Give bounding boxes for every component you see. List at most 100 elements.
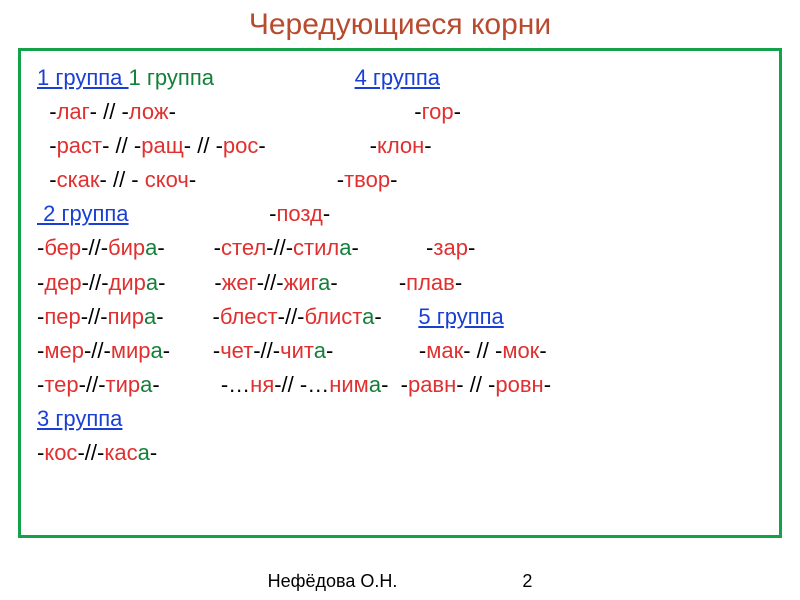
footer-author: Нефёдова О.Н. bbox=[268, 571, 398, 591]
text-segment: - // - bbox=[184, 133, 223, 158]
content-row: -раст- // -ращ- // -рос- -клон- bbox=[37, 129, 763, 163]
text-segment: - - bbox=[163, 338, 220, 363]
text-segment: - bbox=[468, 235, 475, 260]
group-link[interactable]: 2 группа bbox=[37, 201, 129, 226]
text-segment: - // - bbox=[463, 338, 502, 363]
content-row: 1 группа 1 группа 4 группа bbox=[37, 61, 763, 95]
text-segment: а bbox=[145, 235, 157, 260]
text-segment: - bbox=[424, 133, 431, 158]
group-link[interactable]: 1 группа bbox=[37, 65, 129, 90]
text-segment: - // - bbox=[102, 133, 141, 158]
text-segment: - - bbox=[330, 270, 406, 295]
text-segment: пир bbox=[108, 304, 144, 329]
text-segment: чит bbox=[280, 338, 314, 363]
text-segment: - -… bbox=[152, 372, 250, 397]
text-segment: плав bbox=[406, 270, 455, 295]
text-segment: бир bbox=[108, 235, 145, 260]
text-segment: - // - bbox=[456, 372, 495, 397]
text-segment: мок bbox=[502, 338, 539, 363]
content-row: 2 группа -позд- bbox=[37, 197, 763, 231]
text-segment: клон bbox=[377, 133, 424, 158]
text-segment: -//- bbox=[77, 440, 104, 465]
text-segment: мир bbox=[111, 338, 151, 363]
text-segment: блист bbox=[305, 304, 363, 329]
content-row: -скак- // - скоч- -твор- bbox=[37, 163, 763, 197]
text-segment: дер bbox=[44, 270, 81, 295]
text-segment: -//- bbox=[84, 338, 111, 363]
footer-page-number: 2 bbox=[522, 571, 532, 592]
text-segment: -//- bbox=[81, 235, 108, 260]
text-segment: а bbox=[362, 304, 374, 329]
footer: Нефёдова О.Н. 2 bbox=[0, 571, 800, 592]
text-segment: - bbox=[539, 338, 546, 363]
text-segment: скак bbox=[57, 167, 100, 192]
page-title: Чередующиеся корни bbox=[18, 8, 782, 42]
text-segment: -//- bbox=[278, 304, 305, 329]
text-segment: стел bbox=[221, 235, 266, 260]
text-segment: а bbox=[146, 270, 158, 295]
text-segment: -// -… bbox=[274, 372, 329, 397]
text-segment: дир bbox=[109, 270, 146, 295]
text-segment: а bbox=[140, 372, 152, 397]
text-segment: тер bbox=[44, 372, 78, 397]
text-segment: -//- bbox=[266, 235, 293, 260]
text-segment: блест bbox=[220, 304, 278, 329]
text-segment: а bbox=[150, 338, 162, 363]
text-segment: раст bbox=[57, 133, 103, 158]
text-segment: лож bbox=[129, 99, 169, 124]
text-segment: скоч bbox=[145, 167, 189, 192]
content-row: -пер-//-пира- -блест-//-блиста- 5 группа bbox=[37, 300, 763, 334]
text-segment: - // - bbox=[90, 99, 129, 124]
text-segment: -//- bbox=[81, 304, 108, 329]
group-link[interactable]: 4 группа bbox=[355, 65, 440, 90]
content-row: 3 группа bbox=[37, 402, 763, 436]
text-segment: - - bbox=[157, 235, 221, 260]
text-segment: а bbox=[369, 372, 381, 397]
text-segment: чет bbox=[220, 338, 253, 363]
text-segment: стил bbox=[293, 235, 339, 260]
text-segment: - - bbox=[326, 338, 426, 363]
text-segment: ня bbox=[250, 372, 274, 397]
text-segment: - bbox=[390, 167, 397, 192]
text-segment: мер bbox=[44, 338, 84, 363]
text-segment: ращ bbox=[141, 133, 184, 158]
text-segment: - bbox=[37, 133, 57, 158]
text-segment: - - bbox=[169, 99, 422, 124]
text-segment: - - bbox=[156, 304, 220, 329]
text-segment: позд bbox=[276, 201, 322, 226]
text-segment: - - bbox=[381, 372, 408, 397]
text-segment: -//- bbox=[82, 270, 109, 295]
text-segment: - - bbox=[352, 235, 434, 260]
text-segment: равн bbox=[408, 372, 456, 397]
text-segment: - bbox=[454, 99, 461, 124]
content-row: -кос-//-каса- bbox=[37, 436, 763, 470]
text-segment: ровн bbox=[495, 372, 543, 397]
text-segment: рос bbox=[223, 133, 258, 158]
content-row: -дер-//-дира- -жег-//-жига- -плав- bbox=[37, 266, 763, 300]
text-segment: зар bbox=[433, 235, 468, 260]
content-row: -бер-//-бира- -стел-//-стила- -зар- bbox=[37, 231, 763, 265]
text-segment: -//- bbox=[79, 372, 106, 397]
group-link[interactable]: 3 группа bbox=[37, 406, 122, 431]
text-segment: лаг bbox=[57, 99, 90, 124]
content-box: 1 группа 1 группа 4 группа -лаг- // -лож… bbox=[18, 48, 782, 538]
text-segment: тир bbox=[106, 372, 141, 397]
content-row: -лаг- // -лож- -гор- bbox=[37, 95, 763, 129]
text-segment: - bbox=[37, 167, 57, 192]
text-segment: -//- bbox=[257, 270, 284, 295]
content-row: -тер-//-тира- -…ня-// -…нима- -равн- // … bbox=[37, 368, 763, 402]
text-segment: а bbox=[314, 338, 326, 363]
text-segment: - - bbox=[258, 133, 377, 158]
group-link[interactable]: 5 группа bbox=[418, 304, 503, 329]
text-segment: - bbox=[374, 304, 418, 329]
text-segment: ним bbox=[329, 372, 369, 397]
text-segment: - bbox=[129, 201, 277, 226]
text-segment: - bbox=[544, 372, 551, 397]
text-segment: 1 группа bbox=[129, 65, 355, 90]
text-segment: а bbox=[138, 440, 150, 465]
text-segment: бер bbox=[44, 235, 81, 260]
text-segment: мак bbox=[426, 338, 463, 363]
text-segment: - bbox=[323, 201, 330, 226]
text-segment: пер bbox=[44, 304, 80, 329]
text-segment: гор bbox=[422, 99, 454, 124]
